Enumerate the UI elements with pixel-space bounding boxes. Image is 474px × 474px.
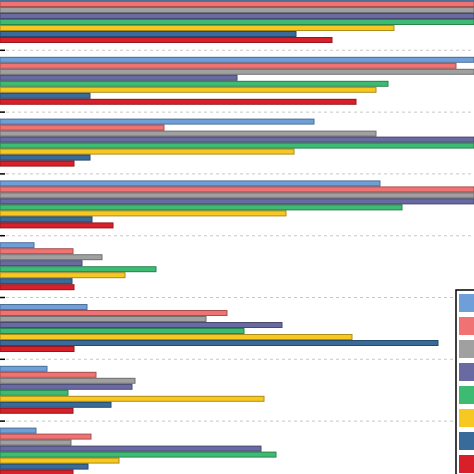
bar — [0, 457, 120, 464]
bar — [0, 433, 92, 440]
bar — [0, 198, 474, 205]
bar — [0, 272, 126, 279]
legend-swatch — [459, 294, 474, 312]
legend-swatch — [459, 340, 474, 358]
bar — [0, 216, 93, 223]
bar — [0, 469, 74, 474]
bar — [0, 7, 474, 13]
bar — [0, 266, 157, 273]
bar — [0, 80, 389, 87]
bar — [0, 56, 474, 63]
bar — [0, 371, 97, 378]
bar — [0, 86, 377, 93]
bar — [0, 37, 333, 43]
bar — [0, 365, 48, 372]
bar — [0, 25, 395, 31]
bar — [0, 186, 474, 193]
bar — [0, 92, 91, 99]
bar — [0, 62, 457, 69]
bar — [0, 160, 75, 167]
bar — [0, 254, 103, 261]
bar — [0, 248, 74, 255]
legend-swatch — [459, 386, 474, 404]
bar — [0, 204, 403, 211]
bar — [0, 439, 72, 446]
bar — [0, 451, 277, 458]
bar — [0, 130, 377, 137]
bar — [0, 389, 69, 396]
bar — [0, 192, 474, 199]
bar — [0, 136, 474, 143]
legend-swatch — [459, 455, 474, 473]
bar — [0, 242, 35, 249]
bar — [0, 401, 112, 408]
bar — [0, 118, 315, 125]
legend-swatch — [459, 409, 474, 427]
bar — [0, 260, 83, 267]
bar — [0, 334, 353, 340]
legend-swatch — [459, 317, 474, 335]
bar — [0, 322, 283, 328]
bar — [0, 284, 75, 291]
legend-swatch — [459, 363, 474, 381]
bar — [0, 154, 91, 161]
bar — [0, 407, 74, 414]
bar — [0, 427, 37, 434]
legend-swatch — [459, 432, 474, 450]
bar — [0, 310, 228, 316]
bar — [0, 0, 474, 1]
bar — [0, 222, 114, 229]
bar — [0, 304, 88, 310]
bar — [0, 1, 474, 7]
bar — [0, 210, 287, 217]
bar — [0, 278, 73, 285]
bar — [0, 13, 474, 19]
legend-box — [455, 289, 474, 474]
bar — [0, 316, 207, 322]
bar — [0, 445, 262, 452]
bar — [0, 377, 136, 384]
bar — [0, 328, 245, 334]
bar — [0, 74, 238, 81]
bar — [0, 19, 474, 25]
bar — [0, 142, 474, 149]
bar — [0, 346, 75, 352]
bar — [0, 124, 165, 131]
bar — [0, 180, 381, 187]
bar — [0, 148, 295, 155]
bar — [0, 340, 439, 346]
bar — [0, 395, 265, 402]
bar — [0, 463, 89, 470]
bar — [0, 98, 357, 105]
bar — [0, 68, 474, 75]
bar — [0, 383, 133, 390]
bar — [0, 31, 297, 37]
